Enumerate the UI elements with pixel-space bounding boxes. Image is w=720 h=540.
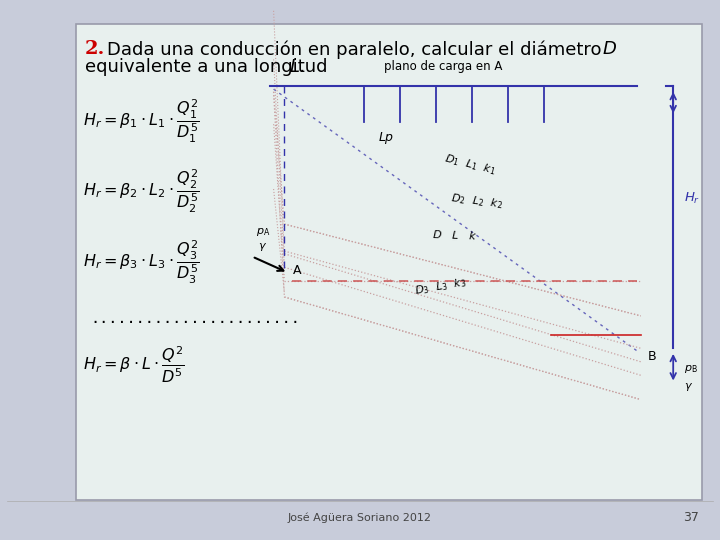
Text: $D$: $D$ — [602, 40, 617, 58]
Text: José Agüera Soriano 2012: José Agüera Soriano 2012 — [288, 512, 432, 523]
Text: B: B — [648, 350, 657, 363]
Text: $D_2\ \ L_2\ \ k_2$: $D_2\ \ L_2\ \ k_2$ — [450, 191, 503, 211]
Text: .......................: ....................... — [90, 311, 300, 326]
Text: $H_r = \beta \cdot L \cdot \dfrac{Q^2}{D^5}$: $H_r = \beta \cdot L \cdot \dfrac{Q^2}{D… — [83, 345, 184, 384]
Text: $D_3\ \ L_3\ \ k_3$: $D_3\ \ L_3\ \ k_3$ — [414, 275, 468, 298]
FancyBboxPatch shape — [76, 24, 702, 500]
Text: A: A — [293, 264, 302, 276]
Text: $H_r = \beta_2 \cdot L_2 \cdot \dfrac{Q_2^2}{D_2^5}$: $H_r = \beta_2 \cdot L_2 \cdot \dfrac{Q_… — [83, 168, 199, 215]
Text: $p_{\rm B}$: $p_{\rm B}$ — [684, 363, 698, 375]
Text: $p_{\rm A}$: $p_{\rm A}$ — [256, 226, 270, 238]
Text: $\gamma$: $\gamma$ — [684, 381, 693, 393]
Text: $Lp$: $Lp$ — [378, 130, 395, 146]
Text: equivalente a una longitud: equivalente a una longitud — [85, 58, 333, 76]
Text: plano de carga en A: plano de carga en A — [384, 60, 502, 73]
Text: $H_r = \beta_3 \cdot L_3 \cdot \dfrac{Q_3^2}{D_3^5}$: $H_r = \beta_3 \cdot L_3 \cdot \dfrac{Q_… — [83, 238, 199, 286]
Text: 2.: 2. — [85, 40, 105, 58]
Text: $D_1\ \ L_1\ \ k_1$: $D_1\ \ L_1\ \ k_1$ — [443, 152, 497, 178]
Text: Dada una conducción en paralelo, calcular el diámetro: Dada una conducción en paralelo, calcula… — [107, 40, 607, 59]
Text: $D\quad L\quad k$: $D\quad L\quad k$ — [432, 228, 477, 242]
Text: $H_r = \beta_1 \cdot L_1 \cdot \dfrac{Q_1^2}{D_1^5}$: $H_r = \beta_1 \cdot L_1 \cdot \dfrac{Q_… — [83, 98, 199, 145]
Text: $H_r$: $H_r$ — [684, 191, 701, 206]
Text: 37: 37 — [683, 511, 699, 524]
Text: $\gamma$: $\gamma$ — [258, 241, 267, 253]
Text: $L$.: $L$. — [289, 58, 305, 76]
